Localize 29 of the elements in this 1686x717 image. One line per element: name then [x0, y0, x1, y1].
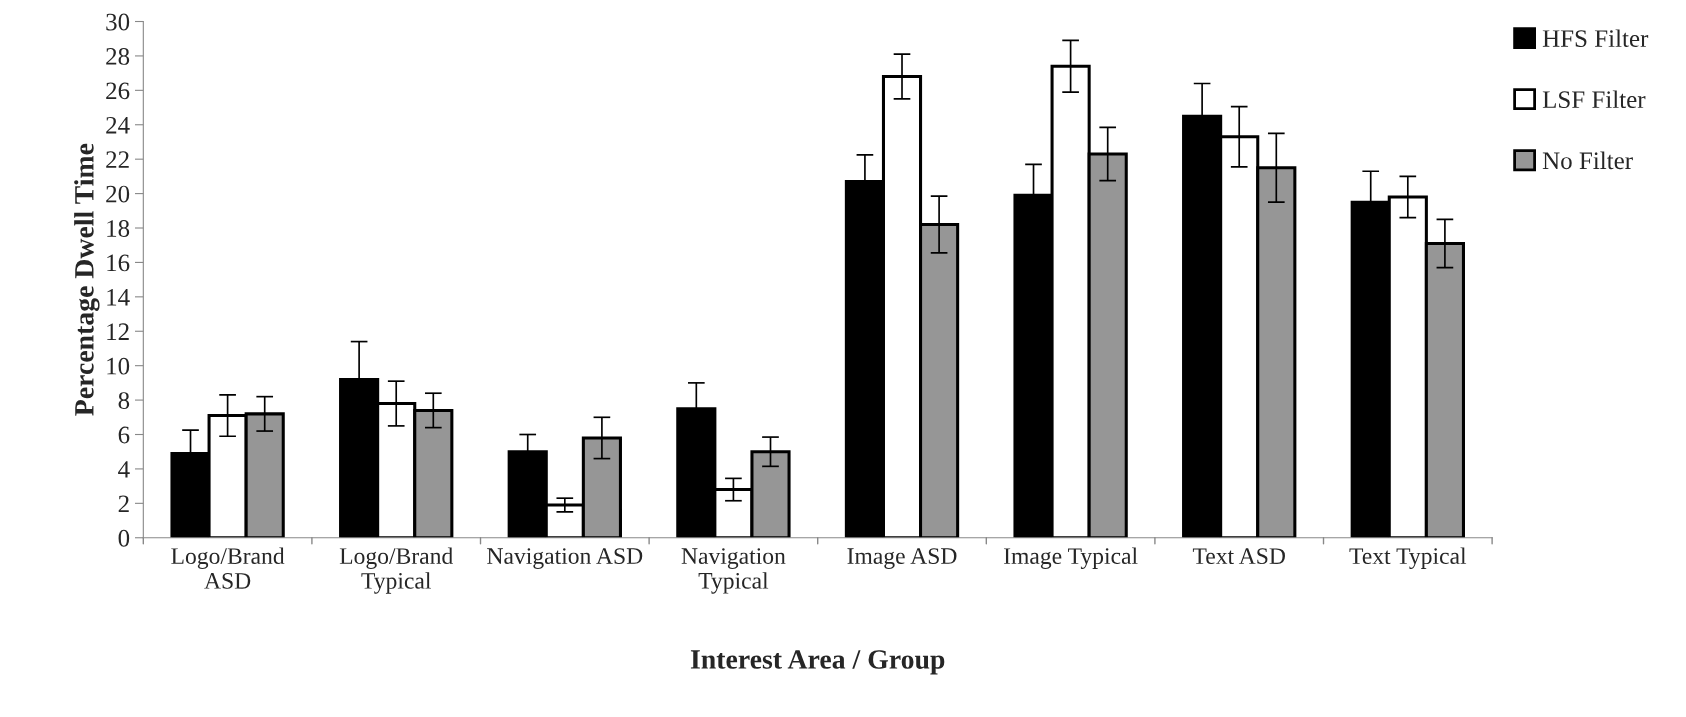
y-tick-label: 30	[106, 13, 130, 31]
y-tick-label: 20	[106, 185, 130, 203]
x-tick-label: Image Typical	[1003, 547, 1138, 569]
legend-label: No Filter	[1542, 151, 1633, 170]
legend-label: HFS Filter	[1542, 29, 1649, 48]
x-axis-title: Interest Area / Group	[690, 650, 945, 675]
x-tick-label: Text ASD	[1192, 548, 1285, 565]
y-tick-label: 18	[107, 220, 130, 237]
x-tick-label: Text Typical	[1349, 547, 1467, 569]
y-tick-label: 8	[118, 392, 130, 410]
y-tick-label: 14	[107, 289, 130, 306]
y-tick-label: 12	[107, 323, 129, 340]
y-tick-label: 28	[106, 47, 130, 65]
y-tick-label: 2	[118, 495, 129, 513]
x-tick-label: Navigation ASD	[487, 548, 643, 569]
y-tick-label: 10	[107, 357, 130, 375]
x-tick-label: Navigation Typical	[681, 548, 786, 594]
x-tick-label: Logo/Brand ASD	[171, 547, 285, 589]
x-tick-label: Logo/Brand Typical	[339, 547, 453, 594]
legend-label: LSF Filter	[1542, 90, 1646, 109]
y-tick-label: 22	[106, 151, 129, 168]
y-tick-label: 6	[118, 426, 130, 444]
y-tick-label: 26	[106, 82, 130, 100]
y-tick-label: 24	[106, 116, 130, 134]
y-tick-label: 4	[118, 461, 130, 478]
x-tick-label: Image ASD	[847, 548, 957, 569]
y-tick-label: 16	[107, 254, 130, 272]
y-tick-label: 0	[118, 529, 130, 547]
y-axis-title: Percentage Dwell Time	[74, 143, 100, 416]
